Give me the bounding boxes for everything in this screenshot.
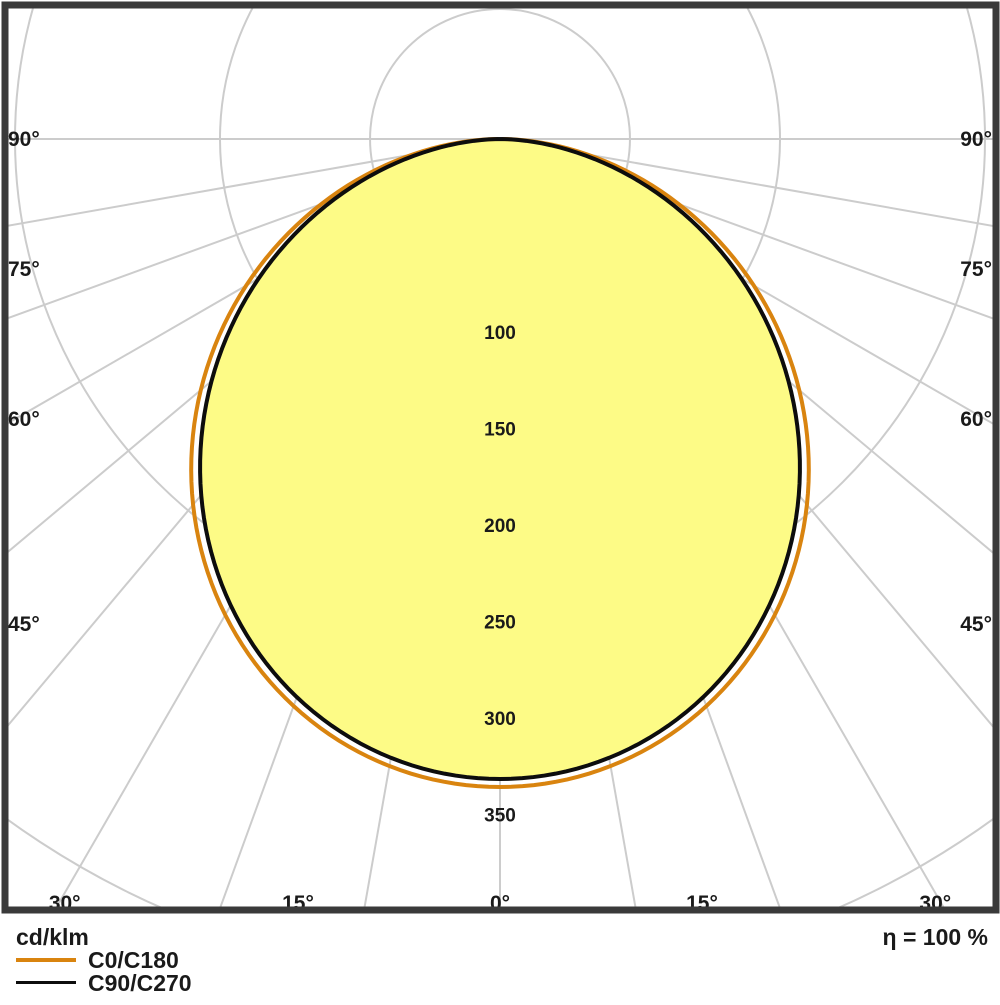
svg-text:90°: 90° [960,128,992,151]
svg-text:75°: 75° [8,258,40,281]
svg-text:100: 100 [484,323,516,344]
svg-text:90°: 90° [8,128,40,151]
svg-text:45°: 45° [960,613,992,636]
svg-text:75°: 75° [960,258,992,281]
svg-text:60°: 60° [8,408,40,431]
svg-text:150: 150 [484,420,516,441]
svg-text:250: 250 [484,613,516,634]
svg-text:300: 300 [484,709,516,730]
svg-text:200: 200 [484,516,516,537]
svg-text:45°: 45° [8,613,40,636]
svg-text:60°: 60° [960,408,992,431]
svg-text:350: 350 [484,806,516,827]
